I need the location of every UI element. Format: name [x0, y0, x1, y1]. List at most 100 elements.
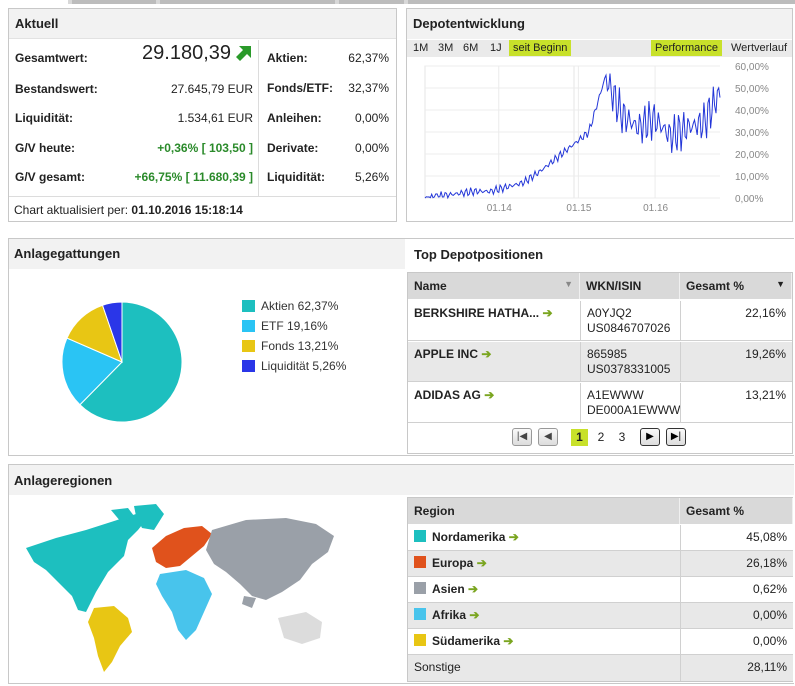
arrow-right-icon[interactable]: ➔ [508, 530, 519, 544]
page-1-button[interactable]: 1 [571, 429, 588, 446]
period-1j[interactable]: 1J [490, 42, 502, 54]
arrow-right-icon[interactable]: ➔ [481, 347, 492, 361]
position-wkn: A1EWWW DE000A1EWWW [580, 383, 680, 423]
alloc-anleihen-value: 0,00% [354, 111, 389, 125]
col-name-label: Name [414, 279, 447, 293]
anlageregionen-head: Anlageregionen [9, 465, 794, 495]
legend-item-etf: ETF 19,16% [242, 316, 346, 336]
table-row[interactable]: Südamerika ➔ 0,00% [408, 629, 793, 655]
chart-updated: Chart aktualisiert per: 01.10.2016 15:18… [14, 203, 243, 217]
y-axis-ticks: 60,00% 50,00% 40,00% 30,00% 20,00% 10,00% 0,00… [735, 62, 769, 205]
region-asien [206, 518, 334, 600]
period-seit-beginn[interactable]: seit Beginn [509, 40, 572, 56]
x-tick-label: 01.15 [566, 203, 591, 214]
sonstige-label: Sonstige [414, 660, 461, 674]
table-row[interactable]: Europa ➔ 26,18% [408, 551, 793, 577]
pie-slice-liquidität [101, 301, 123, 363]
mode-wertverlauf[interactable]: Wertverlauf [731, 42, 788, 54]
alloc-fonds-value: 32,37% [348, 81, 389, 95]
period-6m[interactable]: 6M [463, 42, 479, 54]
table-row[interactable]: Afrika ➔ 0,00% [408, 603, 793, 629]
tab-3[interactable] [160, 0, 335, 4]
region-name[interactable]: Asien ➔ [408, 577, 484, 601]
period-3m[interactable]: 3M [438, 42, 454, 54]
prev-page-button[interactable]: ◀ [538, 428, 558, 446]
region-swatch [414, 530, 426, 542]
chart-updated-value: 01.10.2016 15:18:14 [131, 203, 243, 217]
page-3-button[interactable]: 3 [618, 430, 626, 444]
arrow-right-icon[interactable]: ➔ [476, 556, 487, 570]
top-positionen-table: Name ▼ WKN/ISIN Gesamt % ▼ BERKSHIRE HATHA… [407, 272, 793, 454]
aktuell-divider [258, 40, 259, 196]
region-swatch [414, 556, 426, 568]
tab-5[interactable] [408, 0, 795, 4]
arrow-right-icon[interactable]: ➔ [503, 634, 514, 648]
y-tick-label: 20,00% [735, 150, 769, 161]
up-arrow-icon [236, 46, 251, 61]
regionen-table: Region Gesamt % Nordamerika ➔ 45,08% Eur… [407, 497, 793, 682]
gv-gesamt-label: G/V gesamt: [15, 170, 86, 184]
col-wkn-header[interactable]: WKN/ISIN [580, 273, 680, 299]
position-name[interactable]: APPLE INC ➔ [408, 342, 580, 366]
table-row[interactable]: APPLE INC ➔ 865985 US0378331005 19,26% [408, 342, 792, 382]
gesamtwert-label: Gesamtwert: [15, 51, 88, 65]
table-row[interactable]: BERKSHIRE HATHA... ➔ A0YJQ2 US0846707026 … [408, 301, 792, 341]
last-page-button[interactable]: ▶| [666, 428, 686, 446]
page-2-button[interactable]: 2 [597, 430, 605, 444]
pie-slice-etf [61, 337, 123, 406]
col-gesamt-header[interactable]: Gesamt % ▼ [680, 273, 792, 299]
pie-slice-aktien [79, 301, 183, 423]
legend-label: Aktien 62,37% [261, 299, 339, 313]
table-row-sonstige: Sonstige 28,11% [408, 655, 793, 681]
position-name[interactable]: BERKSHIRE HATHA... ➔ [408, 301, 580, 325]
table-row[interactable]: Nordamerika ➔ 45,08% [408, 525, 793, 551]
legend-item-aktien: Aktien 62,37% [242, 296, 346, 316]
anlagegattungen-pie [61, 301, 183, 423]
arrow-right-icon[interactable]: ➔ [469, 608, 480, 622]
tab-2[interactable] [72, 0, 156, 4]
arrow-right-icon[interactable]: ➔ [468, 582, 479, 596]
region-nordamerika-arctic [111, 508, 134, 522]
gv-gesamt-value: +66,75% [ 11.680,39 ] [99, 170, 253, 184]
mode-performance[interactable]: Performance [651, 40, 722, 56]
gv-heute-value: +0,36% [ 103,50 ] [109, 141, 253, 155]
region-name[interactable]: Afrika ➔ [408, 603, 485, 627]
period-1m[interactable]: 1M [413, 42, 429, 54]
position-name[interactable]: ADIDAS AG ➔ [408, 383, 580, 407]
alloc-liquiditaet-value: 5,26% [354, 170, 389, 184]
sort-desc-icon[interactable]: ▼ [776, 279, 785, 289]
col-region-header[interactable]: Region [408, 498, 680, 524]
col-region-gesamt-header[interactable]: Gesamt % [680, 498, 793, 524]
legend-label: ETF 19,16% [261, 319, 328, 333]
pie-slices [61, 301, 183, 423]
alloc-derivate-label: Derivate: [267, 141, 319, 155]
anlagegattungen-head: Anlagegattungen [9, 239, 405, 269]
anlageregionen-title: Anlageregionen [14, 473, 113, 488]
table-row[interactable]: Asien ➔ 0,62% [408, 577, 793, 603]
gv-gesamt-abs: [ 11.680,39 ] [185, 170, 253, 184]
region-name[interactable]: Südamerika ➔ [408, 629, 519, 653]
col-name-header[interactable]: Name ▼ [408, 273, 580, 299]
alloc-aktien-label: Aktien: [267, 51, 308, 65]
table-row[interactable]: ADIDAS AG ➔ A1EWWW DE000A1EWWW 13,21% [408, 383, 792, 423]
region-name-text: Nordamerika [432, 530, 506, 544]
top-tab-strip [0, 0, 795, 4]
region-swatch [414, 582, 426, 594]
region-name[interactable]: Nordamerika ➔ [408, 525, 525, 549]
tab-4[interactable] [339, 0, 404, 4]
region-name-text: Südamerika [432, 634, 501, 648]
wkn-text: A1EWWW [587, 388, 644, 402]
alloc-fonds-label: Fonds/ETF: [267, 81, 333, 95]
sort-icon[interactable]: ▼ [564, 279, 573, 289]
x-tick-label: 01.14 [487, 203, 512, 214]
first-page-button[interactable]: |◀ [512, 428, 532, 446]
tab-active-indicator [0, 0, 68, 4]
arrow-right-icon[interactable]: ➔ [542, 306, 553, 320]
alloc-derivate-value: 0,00% [354, 141, 389, 155]
wkn-text: A0YJQ2 [587, 306, 632, 320]
next-page-button[interactable]: ▶ [640, 428, 660, 446]
arrow-right-icon[interactable]: ➔ [484, 388, 495, 402]
legend-item-liquiditaet: Liquidität 5,26% [242, 356, 346, 376]
region-name[interactable]: Europa ➔ [408, 551, 493, 575]
sonstige-pct: 28,11% [680, 655, 793, 681]
